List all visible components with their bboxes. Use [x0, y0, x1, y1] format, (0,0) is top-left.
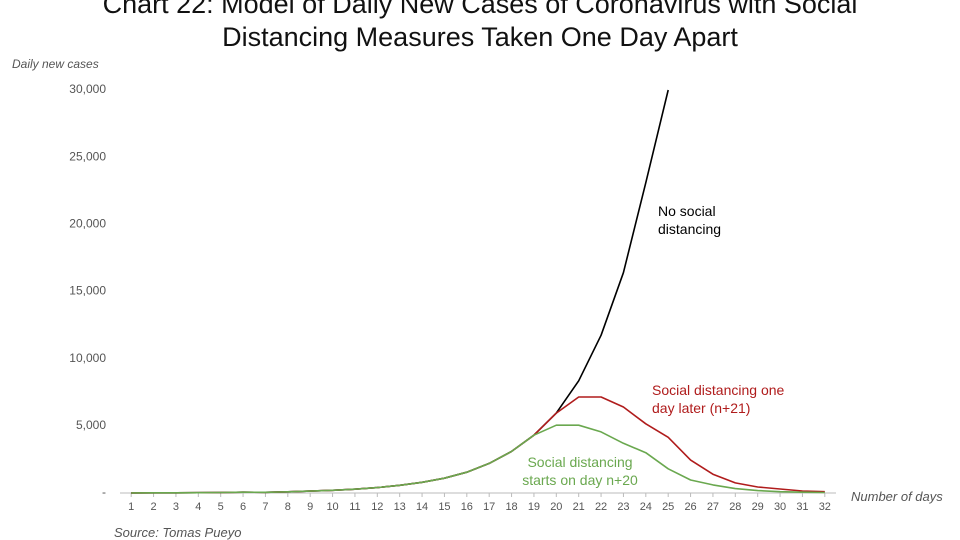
- series-line: [131, 89, 669, 494]
- x-tick-label: 17: [483, 501, 495, 513]
- annotation: Social distancing starts on day n+20: [522, 454, 638, 488]
- annotation: Social distancing one day later (n+21): [652, 382, 785, 416]
- y-tick-label: 20,000: [69, 217, 106, 231]
- x-tick-label: 28: [729, 501, 741, 513]
- y-tick-label: 5,000: [76, 418, 106, 432]
- x-tick-label: 19: [528, 501, 540, 513]
- series-line: [131, 396, 825, 494]
- x-tick-label: 30: [774, 501, 786, 513]
- x-tick-label: 5: [218, 501, 224, 513]
- x-tick-label: 24: [640, 501, 652, 513]
- y-tick-label: 25,000: [69, 149, 106, 163]
- x-tick-label: 6: [240, 501, 246, 513]
- x-tick-label: 8: [285, 501, 291, 513]
- source-note: Source: Tomas Pueyo: [114, 525, 242, 540]
- x-tick-label: 32: [819, 501, 831, 513]
- x-tick-label: 2: [151, 501, 157, 513]
- x-tick-label: 20: [550, 501, 562, 513]
- x-tick-label: 26: [684, 501, 696, 513]
- x-tick-label: 1: [128, 501, 134, 513]
- y-tick-label: 15,000: [69, 284, 106, 298]
- x-tick-label: 10: [326, 501, 338, 513]
- x-tick-label: 23: [617, 501, 629, 513]
- y-tick-label: -: [102, 485, 106, 499]
- x-tick-label: 27: [707, 501, 719, 513]
- x-tick-label: 12: [371, 501, 383, 513]
- x-tick-label: 13: [394, 501, 406, 513]
- x-tick-label: 7: [262, 501, 268, 513]
- y-tick-label: 30,000: [69, 82, 106, 96]
- x-tick-label: 31: [796, 501, 808, 513]
- chart-title: Chart 22: Model of Daily New Cases of Co…: [102, 0, 858, 52]
- annotation: No social distancing: [658, 203, 722, 237]
- x-tick-label: 3: [173, 501, 179, 513]
- x-tick-label: 18: [505, 501, 517, 513]
- y-tick-label: 10,000: [69, 351, 106, 365]
- x-tick-label: 15: [438, 501, 450, 513]
- series-line: [131, 424, 825, 494]
- x-tick-label: 4: [195, 501, 201, 513]
- x-tick-label: 11: [349, 501, 360, 513]
- x-tick-label: 16: [461, 501, 473, 513]
- x-tick-label: 25: [662, 501, 674, 513]
- y-axis-label: Daily new cases: [12, 57, 99, 71]
- x-tick-label: 21: [573, 501, 585, 513]
- x-axis-label: Number of days: [851, 489, 943, 504]
- x-tick-label: 29: [752, 501, 764, 513]
- x-tick-label: 9: [307, 501, 313, 513]
- x-tick-label: 14: [416, 501, 428, 513]
- x-tick-label: 22: [595, 501, 607, 513]
